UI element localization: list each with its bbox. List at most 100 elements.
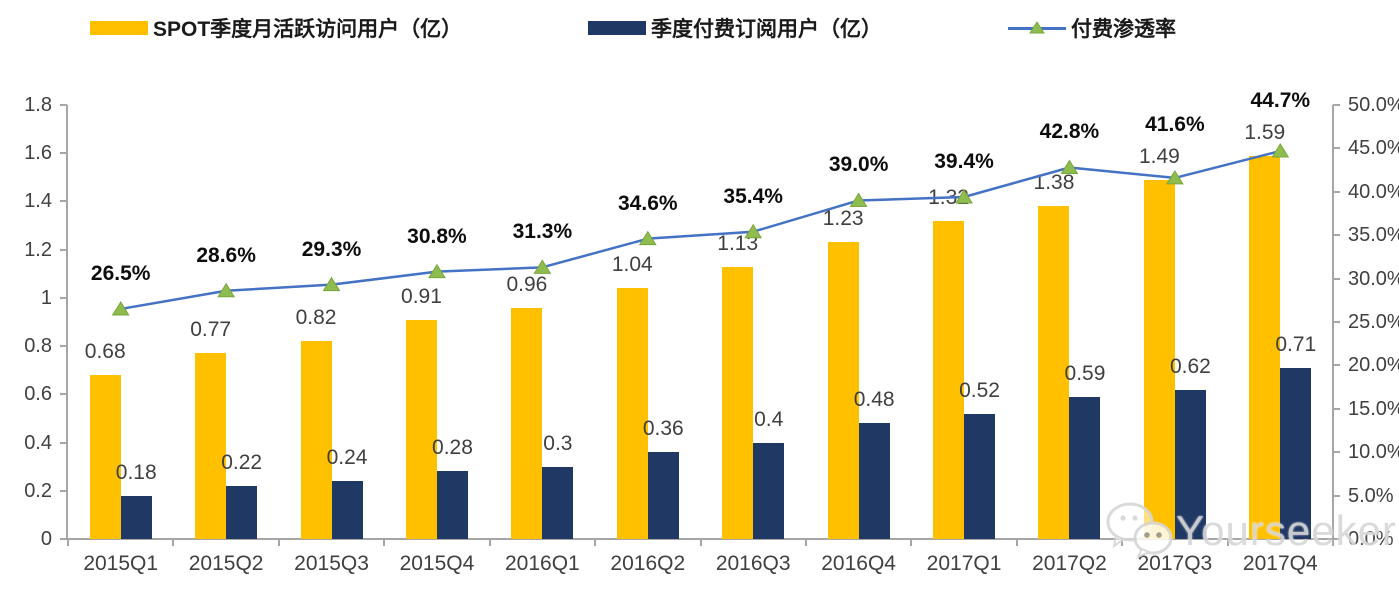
right-axis-tick xyxy=(1333,538,1340,540)
right-axis-tick-label: 35.0% xyxy=(1348,224,1399,247)
line-marker-triangle-icon xyxy=(638,230,657,246)
bar-label-mau: 1.32 xyxy=(928,185,969,209)
line-marker-triangle-icon xyxy=(217,282,236,298)
category-label: 2017Q4 xyxy=(1242,552,1318,575)
legend-label-penetration: 付费渗透率 xyxy=(1071,18,1176,41)
bar-subs xyxy=(964,413,996,539)
right-axis-tick xyxy=(1333,451,1340,454)
bar-label-subs: 0.62 xyxy=(1169,354,1211,378)
category-label: 2016Q4 xyxy=(821,552,896,575)
bar-label-subs: 0.24 xyxy=(326,446,368,470)
x-axis-tick xyxy=(172,539,175,546)
x-axis-tick xyxy=(1015,539,1018,546)
left-axis-tick xyxy=(60,393,67,396)
line-marker-triangle-icon xyxy=(322,276,341,292)
bar-label-subs: 0.71 xyxy=(1275,332,1317,356)
wechat-chat-bubbles-icon xyxy=(1106,502,1173,560)
left-axis-tick-label: 1 xyxy=(40,286,52,309)
bar-subs xyxy=(753,442,785,539)
bar-subs xyxy=(226,485,258,539)
right-axis-tick-label: 50.0% xyxy=(1348,94,1399,116)
left-axis-tick xyxy=(60,104,67,106)
x-axis-tick xyxy=(1332,539,1334,546)
percent-label: 44.7% xyxy=(1250,88,1311,112)
mau-bar-swatch-icon xyxy=(90,21,148,35)
right-axis-tick-label: 25.0% xyxy=(1348,311,1399,333)
x-axis-tick xyxy=(1226,539,1229,546)
percent-label: 41.6% xyxy=(1145,112,1205,136)
left-axis-tick-label: 0.6 xyxy=(24,383,52,406)
right-axis-tick xyxy=(1333,277,1340,280)
legend-item-mau: SPOT季度月活跃访问用户（亿） xyxy=(90,16,463,41)
legend-label-mau: SPOT季度月活跃访问用户（亿） xyxy=(153,18,463,41)
left-axis-tick-label: 1.6 xyxy=(24,142,52,165)
category-label: 2015Q1 xyxy=(83,552,159,575)
right-axis-tick xyxy=(1333,104,1340,106)
percent-label: 42.8% xyxy=(1039,120,1100,144)
right-axis-tick-label: 5.0% xyxy=(1348,484,1394,507)
x-axis-tick xyxy=(488,539,491,546)
bar-mau xyxy=(511,307,543,539)
left-axis-tick-label: 1.8 xyxy=(24,94,52,116)
bar-subs xyxy=(647,452,679,539)
right-axis-tick-label: 10.0% xyxy=(1348,441,1399,464)
bar-mau xyxy=(89,375,121,539)
percent-label: 39.4% xyxy=(934,150,994,173)
percent-label: 28.6% xyxy=(196,243,256,267)
right-axis-tick-label: 0.0% xyxy=(1348,528,1394,550)
left-axis-tick xyxy=(60,200,67,203)
left-axis-tick-label: 1.2 xyxy=(24,238,52,261)
category-label: 2015Q2 xyxy=(188,552,264,575)
legend-item-penetration: 付费渗透率 xyxy=(1008,16,1176,41)
percent-label: 31.3% xyxy=(512,220,573,244)
bar-subs xyxy=(436,471,468,539)
left-axis-tick xyxy=(60,441,67,444)
watermark-text: Yourseeker xyxy=(1176,507,1397,554)
bar-label-subs: 0.36 xyxy=(642,417,684,441)
category-label: 2016Q1 xyxy=(505,552,580,575)
right-axis-tick xyxy=(1333,234,1340,237)
right-axis-tick-label: 45.0% xyxy=(1348,137,1399,160)
percent-label: 35.4% xyxy=(723,184,783,208)
bar-subs xyxy=(858,423,890,539)
legend-label-subs: 季度付费订阅用户（亿） xyxy=(651,18,882,41)
line-marker-triangle-icon xyxy=(849,192,868,207)
bar-subs xyxy=(1174,389,1206,539)
percent-label: 30.8% xyxy=(407,224,467,248)
bar-subs xyxy=(1280,367,1312,539)
bar-label-mau: 1.23 xyxy=(822,207,864,231)
bar-label-subs: 0.28 xyxy=(432,436,473,460)
right-axis-tick xyxy=(1333,147,1340,150)
right-axis-tick-label: 20.0% xyxy=(1348,354,1399,377)
left-axis-tick xyxy=(60,296,67,299)
bar-mau xyxy=(722,266,754,539)
line-marker-swatch-icon xyxy=(1008,20,1066,36)
bar-subs xyxy=(120,495,152,539)
right-axis-tick xyxy=(1333,364,1340,367)
right-axis-tick-label: 15.0% xyxy=(1348,397,1399,420)
x-axis-tick xyxy=(804,539,807,546)
category-label: 2015Q3 xyxy=(294,552,369,575)
category-label: 2015Q4 xyxy=(399,552,475,575)
bar-mau xyxy=(195,353,227,539)
bar-label-mau: 1.13 xyxy=(717,231,759,255)
bar-label-subs: 0.52 xyxy=(959,378,1000,402)
right-axis-tick xyxy=(1333,190,1340,193)
x-axis-tick xyxy=(383,539,386,546)
right-axis-tick-label: 40.0% xyxy=(1348,180,1399,203)
percent-label: 39.0% xyxy=(828,153,889,177)
left-axis-tick xyxy=(60,538,67,540)
line-marker-triangle-icon xyxy=(428,263,446,279)
bar-label-subs: 0.22 xyxy=(221,450,263,474)
right-axis-tick-label: 30.0% xyxy=(1348,267,1399,290)
category-label: 2017Q1 xyxy=(926,552,1002,575)
bar-mau xyxy=(405,319,437,539)
bar-label-mau: 1.49 xyxy=(1138,144,1180,168)
percent-label: 29.3% xyxy=(301,237,362,261)
bar-subs xyxy=(542,466,574,539)
bar-label-mau: 1.59 xyxy=(1244,120,1286,144)
bar-label-mau: 0.68 xyxy=(84,340,126,364)
left-axis-tick xyxy=(60,489,67,492)
watermark: Yourseeker xyxy=(1104,500,1397,562)
